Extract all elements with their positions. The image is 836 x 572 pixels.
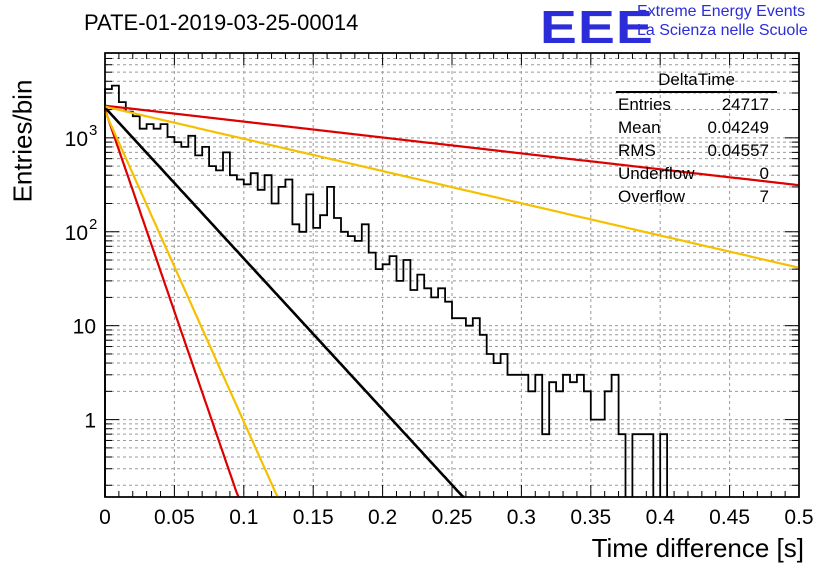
y-tick-label: 10 <box>73 316 96 339</box>
eee-logo: EEE <box>540 1 655 53</box>
brand-line-2: La Scienza nelle Scuole <box>637 22 808 39</box>
plot-title: PATE-01-2019-03-25-00014 <box>84 10 359 35</box>
x-tick-label: 0.1 <box>229 506 258 529</box>
y-tick-label: 1 <box>84 410 96 433</box>
brand-text: Extreme Energy Events La Scienza nelle S… <box>637 2 808 40</box>
stats-row-entries: Entries 24717 <box>612 93 777 116</box>
fit-curve <box>104 105 800 269</box>
frame-border <box>104 52 800 498</box>
x-tick-label: 0.45 <box>709 506 750 529</box>
stats-value: 24717 <box>721 95 769 114</box>
stats-label: Overflow <box>618 187 686 206</box>
stats-label: Entries <box>618 95 671 114</box>
stats-label: RMS <box>618 141 656 160</box>
stats-value: 7 <box>759 187 769 206</box>
stats-row-mean: Mean 0.04249 <box>612 116 777 139</box>
x-tick-label: 0.5 <box>784 506 813 529</box>
x-axis-title: Time difference [s] <box>591 533 804 563</box>
x-tick-label: 0.15 <box>293 506 334 529</box>
x-axis: 0 0.05 0.1 0.15 0.2 0.25 0.3 0.35 0.4 0.45 0.5 <box>99 53 814 529</box>
x-tick-label: 0.4 <box>646 506 676 529</box>
stats-value: 0 <box>759 164 769 183</box>
stats-row-overflow: Overflow 7 <box>612 185 777 208</box>
y-axis-title-wrap: Entries/bin <box>8 80 38 203</box>
y-tick-exponent: 3 <box>89 122 97 139</box>
stats-value: 0.04249 <box>707 118 769 137</box>
stats-label: Mean <box>618 118 661 137</box>
y-tick-exponent: 2 <box>89 216 97 233</box>
fit-curve <box>104 104 800 187</box>
y-tick-label: 10 <box>65 222 88 245</box>
x-tick-label: 0.35 <box>570 506 611 529</box>
fit-curve <box>103 111 280 498</box>
fit-curve <box>103 109 240 498</box>
x-tick-label: 0.05 <box>154 506 195 529</box>
histogram-line <box>104 84 668 497</box>
stats-row-rms: RMS 0.04557 <box>612 139 777 162</box>
stats-value: 0.04557 <box>707 141 769 160</box>
x-tick-label: 0.3 <box>507 506 536 529</box>
stats-label: Underflow <box>618 164 695 183</box>
x-tick-label: 0 <box>99 506 111 529</box>
histogram <box>104 84 668 497</box>
stats-row-underflow: Underflow 0 <box>612 162 777 185</box>
stats-box: DeltaTime Entries 24717 Mean 0.04249 RMS… <box>612 70 777 208</box>
y-axis-title: Entries/bin <box>7 79 38 203</box>
fit-curves <box>103 104 800 499</box>
x-tick-label: 0.25 <box>432 506 473 529</box>
y-tick-label: 10 <box>65 128 88 151</box>
x-tick-label: 0.2 <box>368 506 397 529</box>
brand-line-1: Extreme Energy Events <box>637 3 806 20</box>
stats-title: DeltaTime <box>616 70 777 93</box>
fit-curve <box>104 106 465 499</box>
